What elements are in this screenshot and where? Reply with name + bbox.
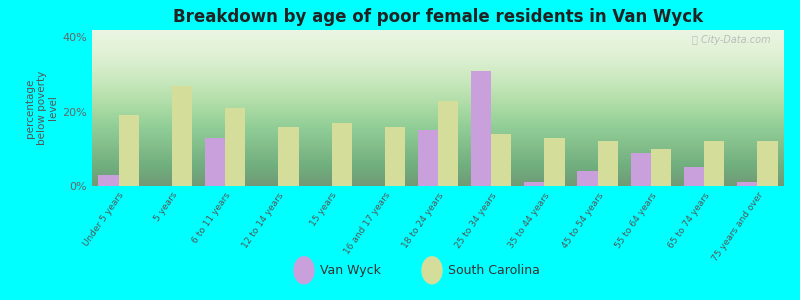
- Bar: [471, 71, 491, 186]
- Text: South Carolina: South Carolina: [448, 264, 540, 277]
- Bar: [118, 116, 139, 186]
- Y-axis label: percentage
below poverty
level: percentage below poverty level: [25, 71, 58, 145]
- Bar: [331, 123, 352, 186]
- Bar: [225, 108, 246, 186]
- Text: Van Wyck: Van Wyck: [320, 264, 381, 277]
- Bar: [98, 175, 118, 186]
- Ellipse shape: [422, 257, 442, 284]
- Bar: [684, 167, 704, 186]
- Bar: [737, 182, 758, 186]
- Bar: [598, 141, 618, 186]
- Bar: [704, 141, 724, 186]
- Bar: [545, 138, 565, 186]
- Bar: [172, 86, 192, 186]
- Bar: [278, 127, 298, 186]
- Bar: [491, 134, 511, 186]
- Bar: [758, 141, 778, 186]
- Bar: [630, 153, 651, 186]
- Title: Breakdown by age of poor female residents in Van Wyck: Breakdown by age of poor female resident…: [173, 8, 703, 26]
- Bar: [651, 149, 671, 186]
- Bar: [385, 127, 405, 186]
- Bar: [418, 130, 438, 186]
- Ellipse shape: [294, 257, 314, 284]
- Bar: [524, 182, 545, 186]
- Bar: [578, 171, 598, 186]
- Bar: [205, 138, 225, 186]
- Text: ⓘ City-Data.com: ⓘ City-Data.com: [691, 35, 770, 45]
- Bar: [438, 100, 458, 186]
